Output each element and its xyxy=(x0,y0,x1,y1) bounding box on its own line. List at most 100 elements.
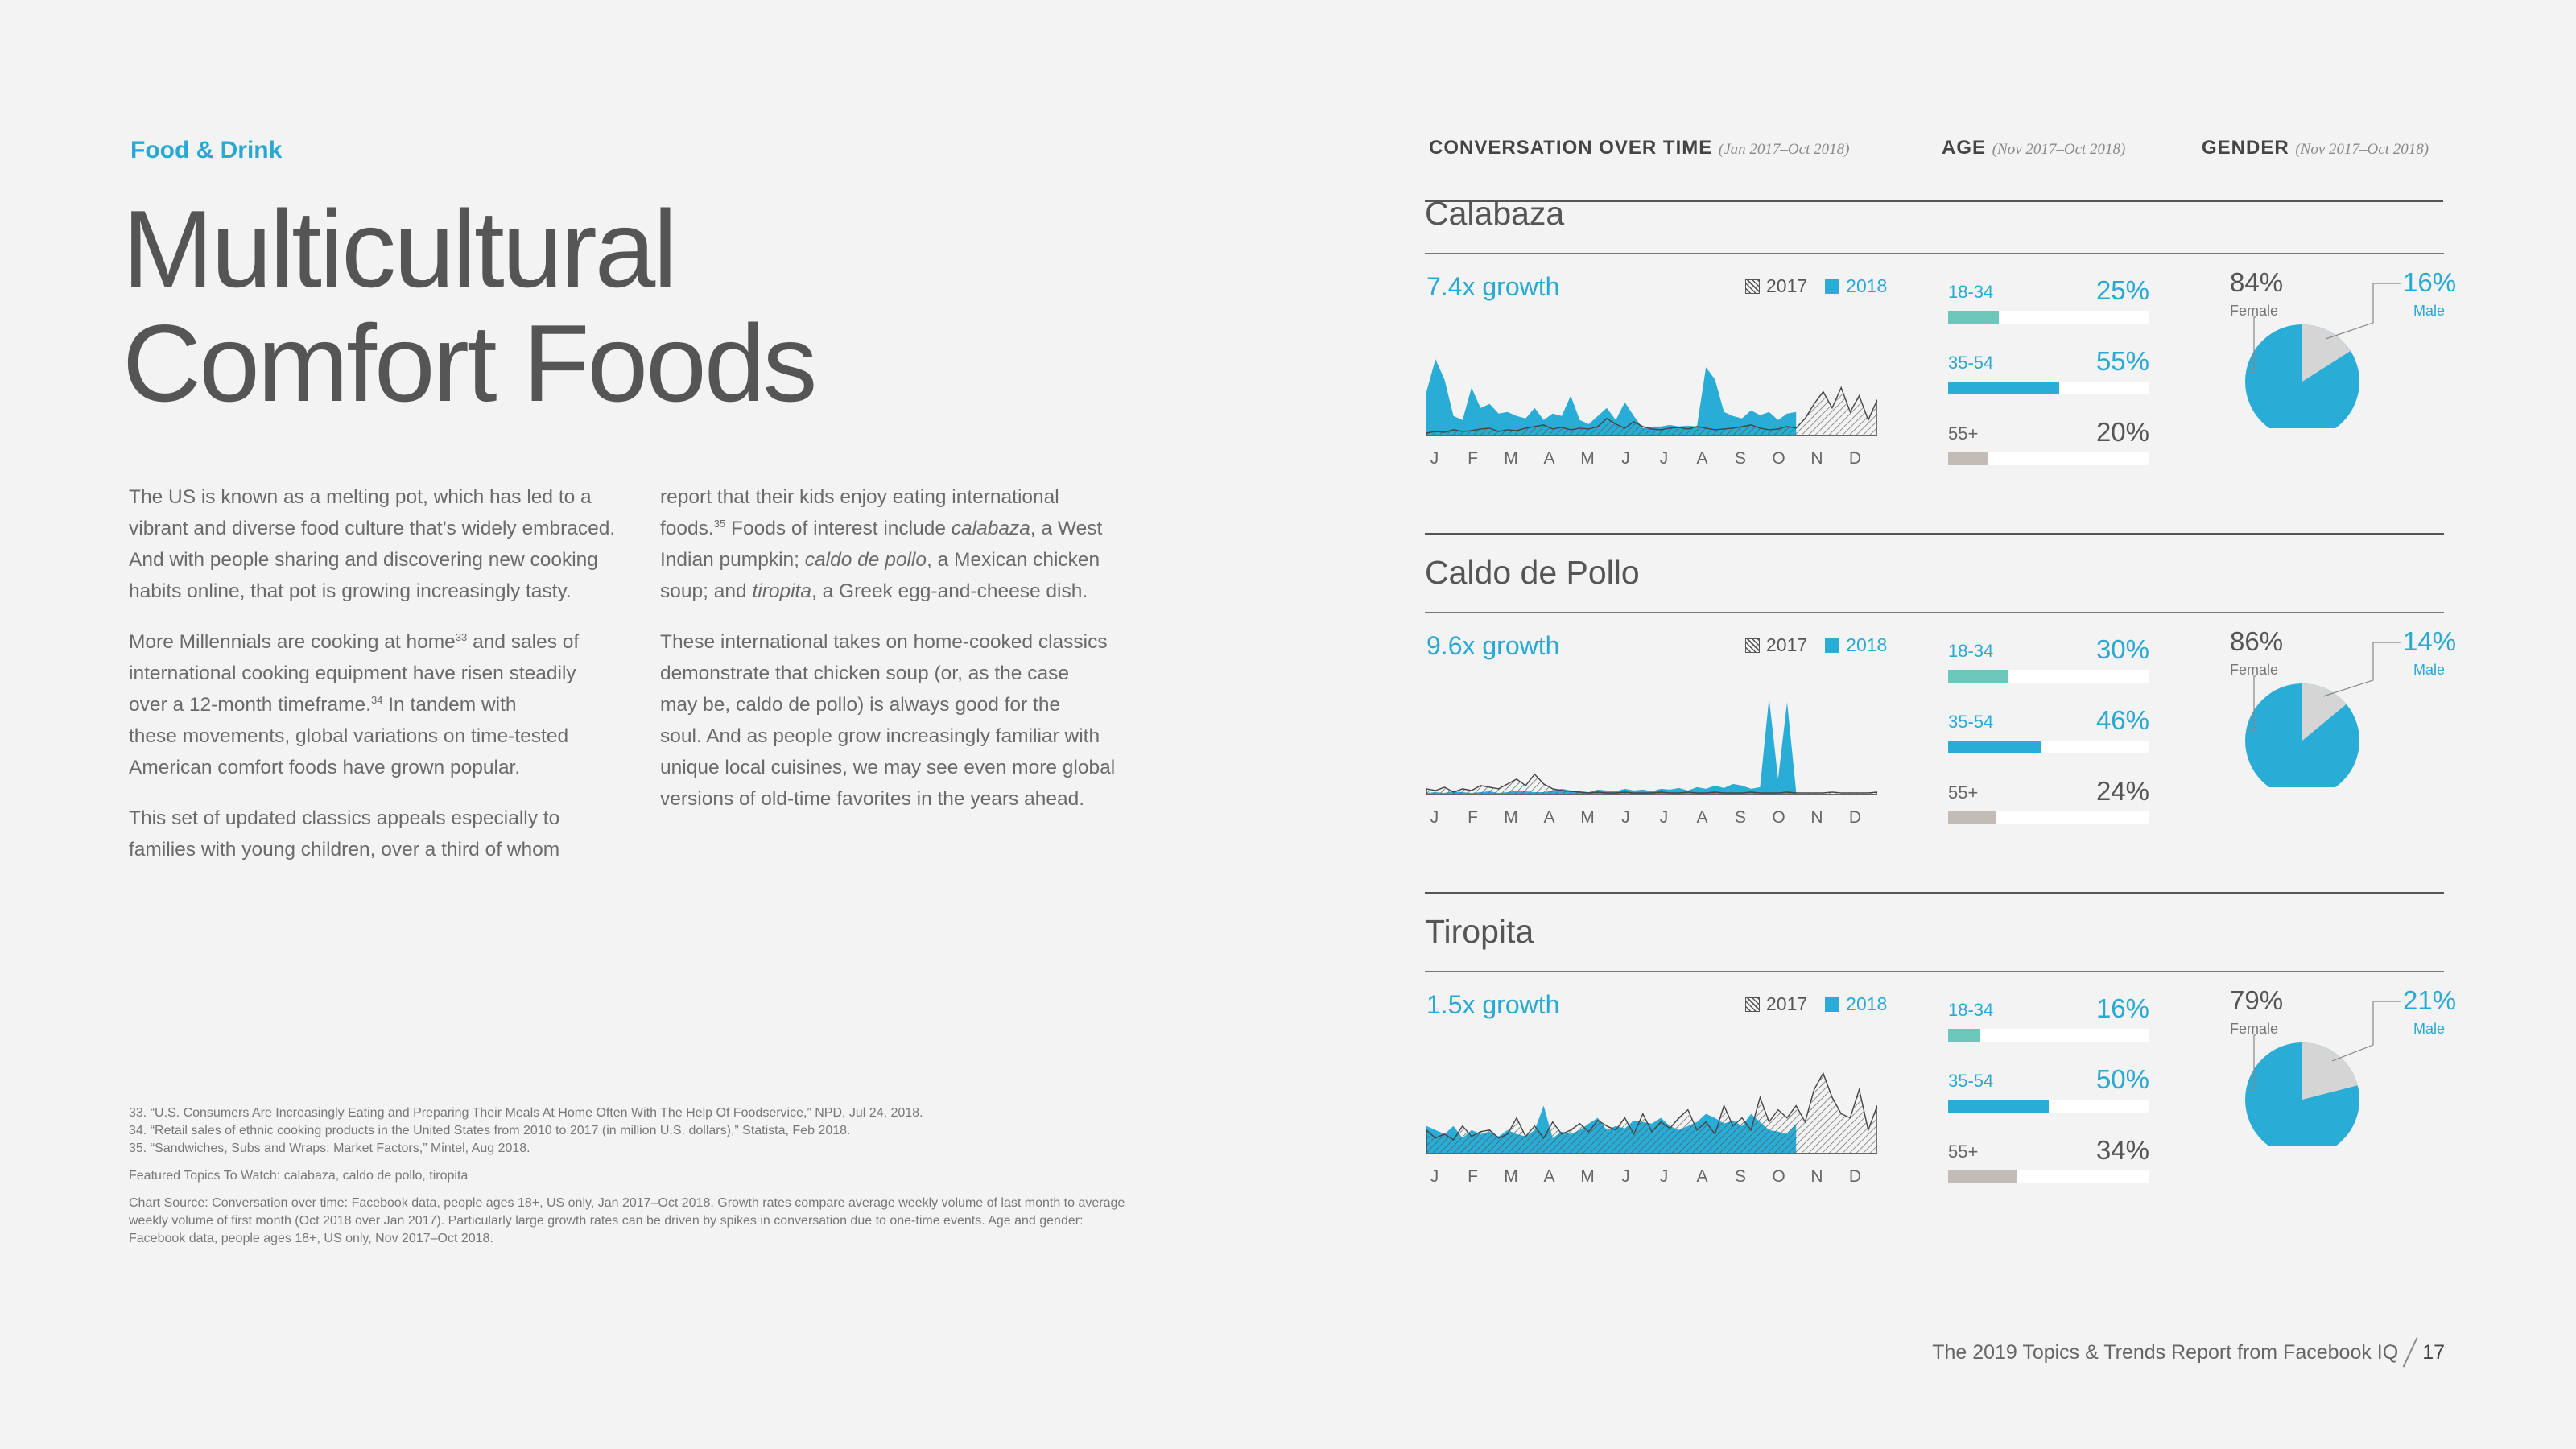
chart-legend: 2017 2018 xyxy=(1745,275,1887,297)
conversation-chart-svg xyxy=(1426,698,1878,796)
footnote-line: Facebook data, people ages 18+, US only,… xyxy=(129,1232,493,1245)
conversation-chart-svg xyxy=(1426,1071,1878,1155)
month-tick-label: J xyxy=(1621,449,1630,468)
text-line: demonstrate that chicken soup (or, as th… xyxy=(660,663,1069,684)
footnote-line: 34. “Retail sales of ethnic cooking prod… xyxy=(129,1124,851,1137)
female-leader-line xyxy=(2249,1034,2256,1091)
area-2018 xyxy=(1426,359,1797,436)
footnotes: 33. “U.S. Consumers Are Increasingly Eat… xyxy=(129,1104,1167,1257)
month-tick-label: J xyxy=(1430,449,1439,468)
text-line: soup; and tiropita, a Greek egg-and-chee… xyxy=(660,580,1088,602)
female-percent: 86% xyxy=(2230,626,2284,656)
footnote-ref: 34 xyxy=(370,693,383,706)
topic-section: Calabaza 7.4x growth 2017 2018 J F M A M J J A S O N D 1… xyxy=(1425,179,2456,535)
age-percent: 20% xyxy=(2095,417,2149,447)
legend-label-2018: 2018 xyxy=(1846,993,1888,1014)
footnote-ref: 33 xyxy=(455,630,468,643)
month-tick-label: A xyxy=(1696,449,1708,468)
female-percent: 79% xyxy=(2230,985,2284,1015)
body-column-left: The US is known as a melting pot, which … xyxy=(129,481,628,885)
legend-label-2017: 2017 xyxy=(1766,993,1808,1014)
topic-title: Caldo de Pollo xyxy=(1425,554,1640,591)
conversation-chart xyxy=(1426,691,1878,796)
legend-label-2017: 2017 xyxy=(1766,275,1808,296)
body-paragraph: More Millennials are cooking at home33 a… xyxy=(129,626,628,783)
legend-label-2018: 2018 xyxy=(1846,275,1888,296)
month-tick-label: F xyxy=(1468,1167,1478,1186)
month-tick-label: N xyxy=(1810,1167,1823,1186)
text-line: families with young children, over a thi… xyxy=(129,839,560,861)
footnote-ref: 35 xyxy=(713,517,726,530)
text-line: American comfort foods have grown popula… xyxy=(129,757,521,778)
gender-pie: 84% Female 16% Male xyxy=(2230,267,2471,428)
age-label: 35-54 xyxy=(1948,712,1994,732)
header-divider xyxy=(1425,200,2443,202)
footnote-group: 33. “U.S. Consumers Are Increasingly Eat… xyxy=(129,1104,1167,1158)
age-percent: 16% xyxy=(2095,993,2149,1023)
header-age-range: (Nov 2017–Oct 2018) xyxy=(1992,141,2126,158)
text-line: report that their kids enjoy eating inte… xyxy=(660,486,1059,508)
text-line: versions of old-time favorites in the ye… xyxy=(660,788,1085,810)
topic-title: Tiropita xyxy=(1425,913,1534,950)
pie-slice-male xyxy=(2302,324,2351,382)
body-column-right: report that their kids enjoy eating inte… xyxy=(660,481,1159,834)
area-2017 xyxy=(1426,386,1878,437)
age-percent: 50% xyxy=(2095,1064,2149,1094)
legend-swatch-2017 xyxy=(1745,997,1760,1012)
text-line: And with people sharing and discovering … xyxy=(129,549,598,571)
month-tick-label: J xyxy=(1430,808,1439,827)
footer-divider xyxy=(2402,1337,2418,1368)
month-tick-label: A xyxy=(1543,449,1555,468)
area-2018 xyxy=(1426,698,1797,795)
age-label: 55+ xyxy=(1948,423,1979,444)
body-paragraph: This set of updated classics appeals esp… xyxy=(129,803,628,865)
topic-divider xyxy=(1425,971,2444,972)
text-line: soul. And as people grow increasingly fa… xyxy=(660,725,1100,747)
female-label: Female xyxy=(2230,1021,2279,1037)
gender-pie-svg xyxy=(2245,642,2401,787)
month-tick-label: S xyxy=(1734,1167,1747,1186)
header-age-label: AGE xyxy=(1942,137,1987,159)
month-tick-label: J xyxy=(1621,1167,1630,1186)
month-tick-label: A xyxy=(1696,808,1708,827)
conversation-chart xyxy=(1426,332,1878,437)
text-line: Indian pumpkin; caldo de pollo, a Mexica… xyxy=(660,549,1100,571)
growth-label: 1.5x growth xyxy=(1426,990,1560,1019)
age-bar-fill xyxy=(1948,1100,2049,1113)
age-percent: 25% xyxy=(2095,275,2149,305)
age-bar-track xyxy=(1948,382,2149,394)
male-leader-line xyxy=(2322,642,2401,697)
month-tick-label: M xyxy=(1580,808,1595,827)
month-tick-label: A xyxy=(1696,1167,1708,1186)
male-percent: 21% xyxy=(2403,985,2457,1015)
age-percent: 46% xyxy=(2095,705,2149,735)
footnote-line: 35. “Sandwiches, Subs and Wraps: Market … xyxy=(129,1141,530,1155)
age-bar-fill xyxy=(1948,811,1996,824)
footer-report-title: The 2019 Topics & Trends Report from Fac… xyxy=(1932,1340,2399,1364)
body-paragraph: These international takes on home-cooked… xyxy=(660,626,1159,815)
footnote-line: Chart Source: Conversation over time: Fa… xyxy=(129,1196,1125,1210)
header-conversation: CONVERSATION OVER TIME (Jan 2017–Oct 201… xyxy=(1429,137,1849,159)
text-line: habits online, that pot is growing incre… xyxy=(129,580,572,602)
gender-pie: 86% Female 14% Male xyxy=(2230,626,2471,787)
header-gender-label: GENDER xyxy=(2202,137,2289,159)
pie-slice-male xyxy=(2302,1042,2358,1100)
italic-term: tiropita xyxy=(752,580,811,602)
age-bar-track xyxy=(1948,1100,2149,1113)
month-tick-label: O xyxy=(1772,808,1785,827)
header-conversation-label: CONVERSATION OVER TIME xyxy=(1429,137,1713,159)
month-tick-label: D xyxy=(1848,449,1862,468)
growth-label: 9.6x growth xyxy=(1426,631,1560,660)
footnote-line: weekly volume of first month (Oct 2018 o… xyxy=(129,1214,1084,1228)
text-line: may be, caldo de pollo) is always good f… xyxy=(660,694,1061,716)
age-percent: 55% xyxy=(2095,346,2149,376)
male-percent: 14% xyxy=(2403,626,2457,656)
chart-legend: 2017 2018 xyxy=(1745,634,1887,656)
pie-slice-male xyxy=(2302,683,2347,741)
legend-label-2017: 2017 xyxy=(1766,634,1808,655)
male-label: Male xyxy=(2413,303,2446,319)
page-number: 17 xyxy=(2422,1340,2445,1364)
female-leader-line xyxy=(2249,675,2256,732)
